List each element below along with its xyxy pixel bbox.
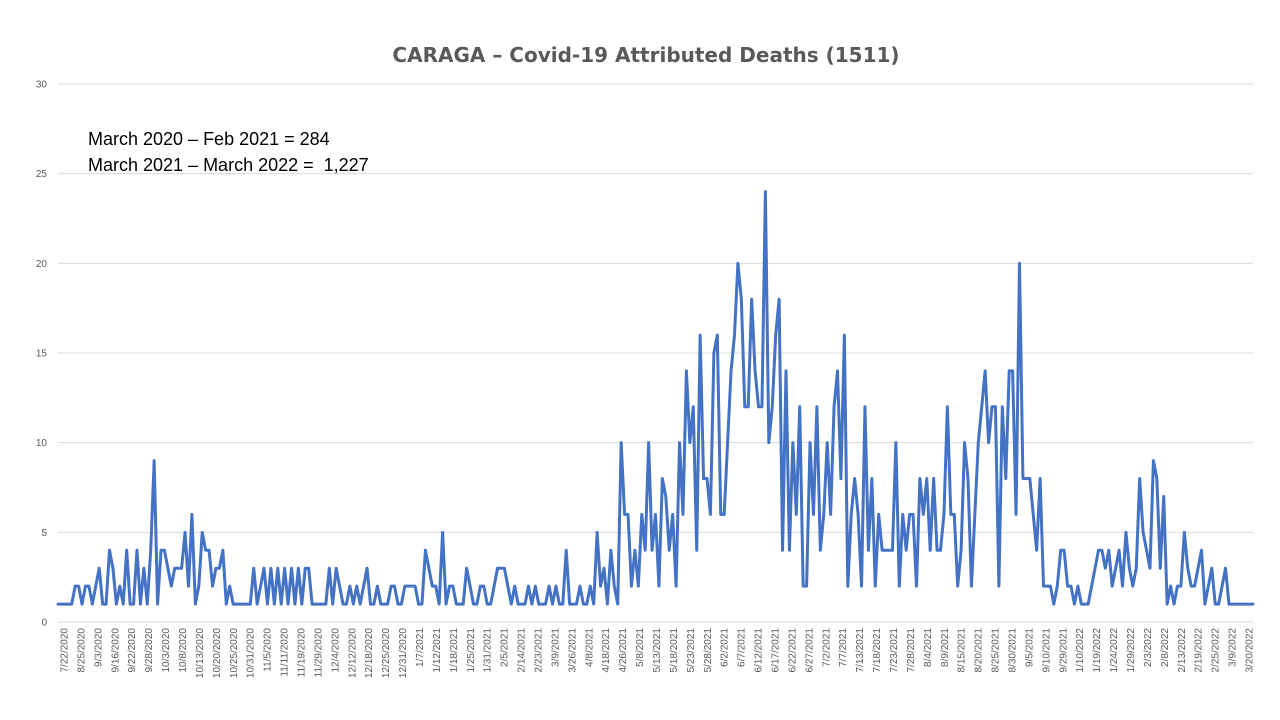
- x-tick-label: 4/18/2021: [601, 628, 612, 673]
- x-tick-label: 10/8/2020: [178, 628, 189, 673]
- x-tick-label: 10/31/2020: [246, 628, 257, 678]
- x-tick-label: 2/25/2022: [1211, 628, 1222, 673]
- x-tick-label: 5/13/2021: [652, 628, 663, 673]
- x-tick-label: 7/23/2021: [889, 628, 900, 673]
- x-tick-label: 8/25/2020: [76, 628, 87, 673]
- x-tick-label: 6/22/2021: [787, 628, 798, 673]
- x-tick-label: 6/27/2021: [804, 628, 815, 673]
- x-tick-label: 7/28/2021: [906, 628, 917, 673]
- series-layer: [56, 190, 1255, 606]
- x-tick-label: 2/19/2022: [1194, 628, 1205, 673]
- x-tick-label: 2/5/2021: [500, 628, 511, 667]
- series-line-0: [56, 190, 1255, 606]
- x-tick-label: 6/7/2021: [737, 628, 748, 667]
- y-tick-label: 25: [36, 169, 48, 180]
- x-tick-label: 7/2/2021: [821, 628, 832, 667]
- x-tick-label: 7/13/2021: [855, 628, 866, 673]
- annotation-period-2020: March 2020 – Feb 2021 = 284: [88, 129, 330, 149]
- chart-title: CARAGA – Covid-19 Attributed Deaths (151…: [392, 43, 899, 67]
- x-tick-label: 2/13/2022: [1177, 628, 1188, 673]
- x-tick-label: 11/5/2020: [263, 628, 274, 672]
- x-tick-label: 1/10/2022: [1075, 628, 1086, 673]
- annotation-period-2021: March 2021 – March 2022 = 1,227: [88, 155, 369, 175]
- x-tick-label: 9/29/2021: [1058, 628, 1069, 673]
- x-tick-label: 12/18/2020: [364, 628, 375, 678]
- x-tick-label: 9/16/2020: [110, 628, 121, 673]
- x-tick-label: 6/12/2021: [754, 628, 765, 673]
- x-tick-label: 5/23/2021: [686, 628, 697, 673]
- x-tick-label: 2/23/2021: [534, 628, 545, 673]
- y-tick-label: 15: [36, 349, 48, 360]
- y-tick-label: 0: [41, 618, 47, 629]
- x-tick-label: 4/26/2021: [618, 628, 629, 673]
- x-tick-label: 7/22/2020: [60, 628, 71, 673]
- x-tick-label: 5/18/2021: [669, 628, 680, 673]
- x-tick-label: 12/12/2020: [347, 628, 358, 678]
- x-tick-label: 6/2/2021: [720, 628, 731, 667]
- x-tick-label: 8/9/2021: [940, 628, 951, 667]
- x-tick-label: 10/13/2020: [195, 628, 206, 678]
- x-tick-label: 8/30/2021: [1008, 628, 1019, 673]
- x-tick-label: 3/20/2022: [1245, 628, 1256, 673]
- x-tick-label: 11/11/2020: [280, 628, 291, 677]
- x-tick-label: 9/10/2021: [1041, 628, 1052, 673]
- x-tick-label: 8/15/2021: [957, 628, 968, 673]
- x-tick-label: 11/29/2020: [313, 628, 324, 678]
- x-tick-label: 8/20/2021: [974, 628, 985, 673]
- x-axis-tick-labels: 7/22/2020 8/25/2020 9/3/2020 9/16/2020 9/22/…: [60, 628, 1256, 678]
- x-tick-label: 10/25/2020: [229, 628, 240, 678]
- x-tick-label: 1/29/2022: [1126, 628, 1137, 673]
- x-tick-label: 2/3/2022: [1143, 628, 1154, 667]
- x-tick-label: 12/31/2020: [398, 628, 409, 678]
- x-tick-label: 3/26/2021: [567, 628, 578, 673]
- x-tick-label: 2/14/2021: [517, 628, 528, 673]
- x-tick-label: 3/9/2022: [1228, 628, 1239, 667]
- y-tick-label: 30: [36, 80, 48, 91]
- x-tick-label: 1/25/2021: [466, 628, 477, 673]
- x-tick-label: 4/8/2021: [584, 628, 595, 667]
- x-tick-label: 7/18/2021: [872, 628, 883, 673]
- x-tick-label: 8/4/2021: [923, 628, 934, 667]
- x-tick-label: 12/4/2020: [330, 628, 341, 673]
- x-tick-label: 1/19/2022: [1092, 628, 1103, 673]
- x-tick-label: 9/5/2021: [1024, 628, 1035, 667]
- x-tick-label: 5/8/2021: [635, 628, 646, 667]
- x-tick-label: 2/8/2022: [1160, 628, 1171, 667]
- x-tick-label: 9/28/2020: [144, 628, 155, 673]
- y-tick-label: 20: [36, 259, 48, 270]
- x-tick-label: 10/20/2020: [212, 628, 223, 678]
- x-tick-label: 6/17/2021: [771, 628, 782, 673]
- x-tick-label: 9/22/2020: [127, 628, 138, 673]
- x-tick-label: 12/25/2020: [381, 628, 392, 678]
- x-tick-label: 7/7/2021: [838, 628, 849, 667]
- x-tick-label: 5/28/2021: [703, 628, 714, 673]
- y-tick-label: 10: [36, 438, 48, 449]
- x-tick-label: 9/3/2020: [93, 628, 104, 667]
- x-tick-label: 1/18/2021: [449, 628, 460, 673]
- x-tick-label: 8/25/2021: [991, 628, 1002, 673]
- x-tick-label: 1/7/2021: [415, 628, 426, 667]
- gridlines: [58, 83, 1253, 623]
- y-tick-label: 5: [41, 528, 47, 539]
- x-tick-label: 10/3/2020: [161, 628, 172, 673]
- x-tick-label: 1/12/2021: [432, 628, 443, 673]
- x-tick-label: 1/24/2022: [1109, 628, 1120, 673]
- x-tick-label: 11/19/2020: [297, 628, 308, 678]
- x-tick-label: 3/9/2021: [550, 628, 561, 667]
- y-axis-tick-labels: 0 5 10 15 20 25 30: [36, 80, 48, 629]
- x-tick-label: 1/31/2021: [483, 628, 494, 673]
